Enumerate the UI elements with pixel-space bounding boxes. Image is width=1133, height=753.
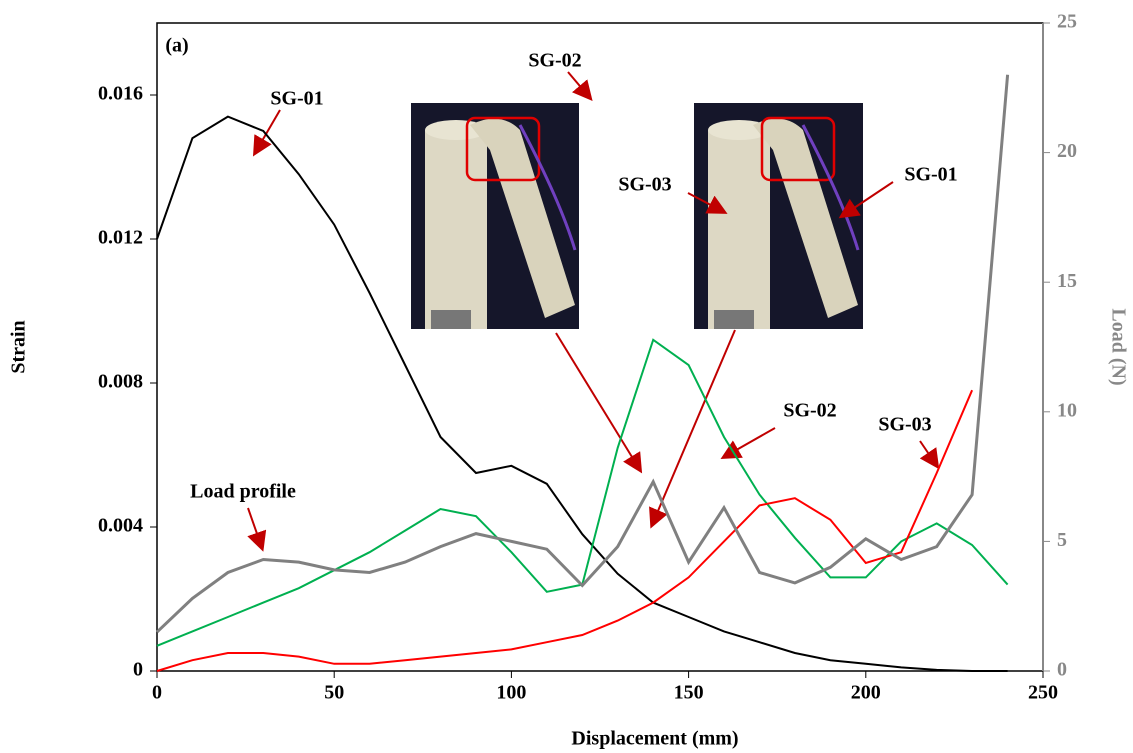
x-tick-label: 0 <box>152 682 162 704</box>
annotation: SG-02 <box>528 50 581 72</box>
line-series <box>156 115 1008 672</box>
annotation: SG-03 <box>618 174 671 196</box>
y-axis-label: Strain <box>8 320 30 373</box>
x-tick-label: 250 <box>1028 682 1058 704</box>
annotation: SG-01 <box>904 164 957 186</box>
x-tick-label: 200 <box>851 682 881 704</box>
annotation: SG-03 <box>878 414 931 436</box>
x-tick-label: 150 <box>674 682 704 704</box>
y2-tick-label: 0 <box>1057 659 1067 681</box>
annotation: SG-02 <box>783 400 836 422</box>
x-tick-label: 100 <box>496 682 526 704</box>
y2-tick-label: 25 <box>1057 11 1077 33</box>
line-series <box>156 389 974 672</box>
y-tick-label: 0.004 <box>98 515 143 537</box>
annotation: SG-01 <box>270 88 323 110</box>
y2-tick-label: 10 <box>1057 399 1077 421</box>
annotation: (a) <box>165 35 188 57</box>
plot-frame <box>156 22 1044 672</box>
y-tick-label: 0.016 <box>98 83 143 105</box>
y2-tick-label: 15 <box>1057 270 1077 292</box>
annotation: Load profile <box>190 481 296 503</box>
x-axis-label: Displacement (mm) <box>571 728 738 750</box>
line-series <box>155 74 1010 634</box>
y-tick-label: 0.008 <box>98 371 143 393</box>
arrows <box>247 71 940 552</box>
photo <box>411 103 579 329</box>
photo <box>694 103 863 329</box>
y-tick-label: 0 <box>133 659 143 681</box>
y2-tick-label: 20 <box>1057 140 1077 162</box>
x-tick-label: 50 <box>324 682 344 704</box>
y2-axis-label: Load (N) <box>1107 308 1129 385</box>
y-tick-label: 0.012 <box>98 227 143 249</box>
y2-tick-label: 5 <box>1057 529 1067 551</box>
